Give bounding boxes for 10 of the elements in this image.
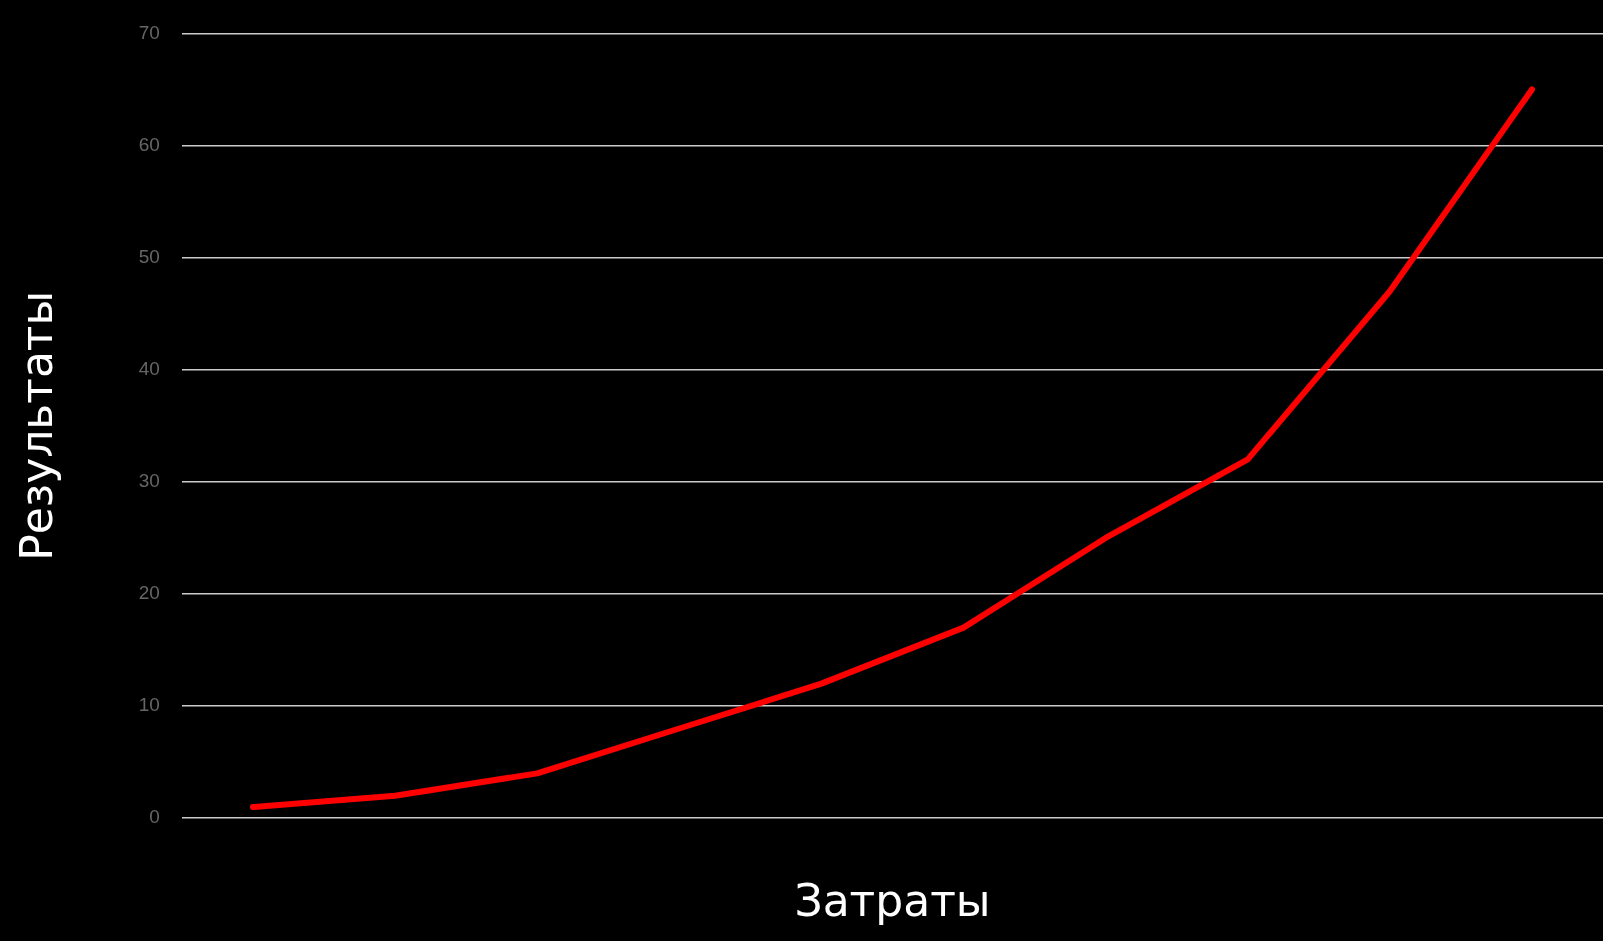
- y-tick-label: 30: [138, 470, 160, 492]
- y-tick-label: 10: [138, 694, 160, 716]
- y-tick-label: 20: [138, 582, 160, 604]
- y-tick-label: 60: [138, 133, 160, 155]
- y-axis-title: Результаты: [10, 290, 62, 561]
- y-tick-label: 0: [149, 806, 160, 828]
- y-tick-label: 50: [138, 245, 160, 267]
- y-tick-label: 40: [138, 357, 160, 379]
- x-axis-title: Затраты: [794, 875, 991, 927]
- y-tick-label: 70: [138, 21, 160, 43]
